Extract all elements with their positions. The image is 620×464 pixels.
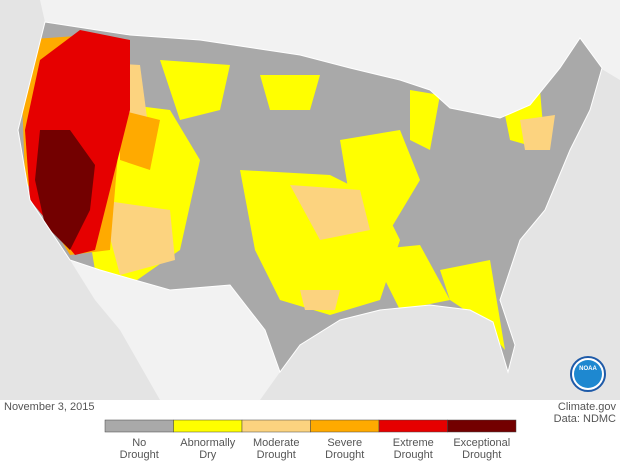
area bbox=[260, 75, 320, 110]
credit: Climate.gov bbox=[558, 401, 617, 413]
area bbox=[520, 115, 555, 150]
area bbox=[160, 60, 230, 120]
legend-label: Dry bbox=[199, 449, 217, 461]
legend-swatch bbox=[173, 419, 243, 433]
us-outline bbox=[17, 21, 603, 374]
area bbox=[100, 200, 175, 275]
legend: NoDroughtAbnormallyDryModerateDroughtSev… bbox=[104, 419, 517, 461]
exceptional-drought-areas bbox=[35, 130, 95, 250]
area bbox=[300, 290, 340, 310]
area bbox=[410, 90, 440, 150]
area bbox=[35, 130, 95, 250]
logo-text: NOAA bbox=[579, 366, 597, 372]
legend-label: Drought bbox=[325, 449, 364, 461]
legend-swatch bbox=[447, 419, 517, 433]
date: November 3, 2015 bbox=[4, 401, 95, 413]
area bbox=[120, 110, 160, 170]
legend-label: Exceptional bbox=[453, 437, 510, 449]
legend-label: No bbox=[132, 437, 146, 449]
legend-label: Severe bbox=[327, 437, 362, 449]
legend-swatch bbox=[310, 419, 380, 433]
area bbox=[370, 245, 450, 310]
legend-swatch bbox=[241, 419, 311, 433]
noaa-logo: NOAA bbox=[570, 356, 606, 392]
canada bbox=[0, 0, 620, 118]
area bbox=[290, 185, 370, 240]
legend-label: Abnormally bbox=[180, 437, 236, 449]
legend-swatch bbox=[378, 419, 448, 433]
legend-swatch bbox=[104, 419, 174, 433]
logo-disk bbox=[574, 360, 602, 388]
legend-label: Drought bbox=[394, 449, 433, 461]
credit: Data: NDMC bbox=[554, 413, 616, 425]
legend-label: Extreme bbox=[393, 437, 434, 449]
legend-label: Drought bbox=[462, 449, 501, 461]
legend-label: Moderate bbox=[253, 437, 299, 449]
legend-label: Drought bbox=[257, 449, 296, 461]
mexico bbox=[70, 260, 280, 400]
legend-label: Drought bbox=[120, 449, 159, 461]
